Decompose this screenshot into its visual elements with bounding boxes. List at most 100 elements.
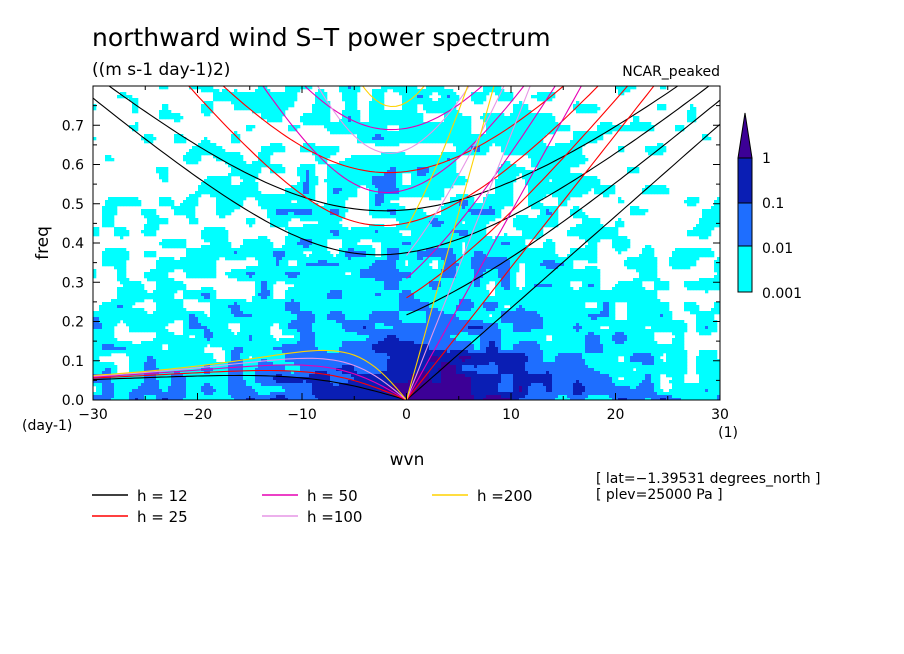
contour-cell bbox=[345, 197, 349, 201]
contour-cell bbox=[528, 170, 532, 174]
contour-cell bbox=[465, 221, 469, 225]
contour-cell bbox=[507, 131, 511, 135]
contour-cell bbox=[627, 86, 631, 90]
contour-cell bbox=[309, 236, 313, 240]
contour-cell bbox=[342, 161, 346, 165]
contour-cell bbox=[162, 110, 166, 114]
contour-cell bbox=[525, 122, 529, 126]
contour-cell bbox=[714, 200, 718, 204]
contour-cell bbox=[342, 128, 346, 132]
contour-cell bbox=[396, 203, 400, 207]
contour-cell bbox=[312, 122, 316, 126]
contour-cell bbox=[594, 182, 598, 186]
contour-cell bbox=[606, 128, 610, 132]
contour-cell bbox=[447, 170, 451, 174]
contour-cell bbox=[474, 218, 478, 222]
contour-cell bbox=[366, 227, 370, 231]
contour-cell bbox=[666, 188, 670, 192]
spectrum-contours bbox=[93, 86, 720, 400]
contour-cell bbox=[399, 137, 403, 141]
contour-cell bbox=[414, 107, 418, 111]
contour-cell bbox=[501, 134, 505, 138]
contour-cell bbox=[483, 95, 487, 99]
contour-cell bbox=[525, 170, 529, 174]
contour-cell bbox=[93, 230, 97, 234]
contour-cell bbox=[306, 188, 310, 192]
contour-cell bbox=[483, 242, 487, 246]
contour-cell bbox=[228, 191, 232, 195]
contour-cell bbox=[552, 188, 556, 192]
contour-cell bbox=[381, 161, 385, 165]
contour-cell bbox=[210, 89, 214, 93]
contour-cell bbox=[165, 104, 169, 108]
contour-cell bbox=[303, 209, 307, 213]
contour-cell bbox=[426, 233, 430, 237]
contour-cell bbox=[159, 170, 163, 174]
contour-cell bbox=[273, 116, 277, 120]
contour-cell bbox=[462, 218, 466, 222]
contour-cell bbox=[186, 197, 190, 201]
contour-cell bbox=[519, 149, 523, 153]
contour-cell bbox=[498, 245, 502, 249]
contour-cell bbox=[627, 245, 631, 249]
contour-cell bbox=[174, 137, 178, 141]
contour-cell bbox=[690, 230, 694, 234]
contour-cell bbox=[408, 131, 412, 135]
contour-cell bbox=[372, 215, 376, 219]
contour-cell bbox=[297, 173, 301, 177]
contour-cell bbox=[132, 104, 136, 108]
contour-cell bbox=[576, 158, 580, 162]
contour-cell bbox=[528, 155, 532, 159]
contour-cell bbox=[639, 209, 643, 213]
contour-cell bbox=[525, 149, 529, 153]
contour-cell bbox=[390, 215, 394, 219]
contour-cell bbox=[537, 218, 541, 222]
contour-cell bbox=[354, 89, 358, 93]
contour-cell bbox=[582, 230, 586, 234]
contour-cell bbox=[663, 86, 667, 90]
contour-cell bbox=[324, 221, 328, 225]
contour-cell bbox=[636, 125, 640, 129]
contour-cell bbox=[366, 131, 370, 135]
contour-cell bbox=[288, 218, 292, 222]
contour-cell bbox=[552, 161, 556, 165]
contour-cell bbox=[276, 212, 280, 216]
contour-cell bbox=[519, 134, 523, 138]
contour-cell bbox=[441, 176, 445, 180]
contour-cell bbox=[417, 227, 421, 231]
contour-cell bbox=[315, 155, 319, 159]
contour-cell bbox=[387, 113, 391, 117]
contour-cell bbox=[570, 227, 574, 231]
contour-cell bbox=[360, 173, 364, 177]
contour-cell bbox=[465, 128, 469, 132]
contour-cell bbox=[459, 125, 463, 129]
contour-cell bbox=[135, 101, 139, 105]
contour-cell bbox=[504, 164, 508, 168]
contour-cell bbox=[441, 167, 445, 171]
contour-cell bbox=[321, 215, 325, 219]
contour-cell bbox=[399, 173, 403, 177]
contour-cell bbox=[432, 176, 436, 180]
contour-cell bbox=[435, 215, 439, 219]
contour-cell bbox=[696, 224, 700, 228]
contour-cell bbox=[360, 155, 364, 159]
contour-cell bbox=[300, 203, 304, 207]
contour-cell bbox=[501, 128, 505, 132]
contour-cell bbox=[522, 149, 526, 153]
contour-cell bbox=[591, 239, 595, 243]
contour-cell bbox=[339, 224, 343, 228]
contour-cell bbox=[579, 110, 583, 114]
contour-cell bbox=[261, 149, 265, 153]
contour-cell bbox=[426, 194, 430, 198]
contour-cell bbox=[399, 227, 403, 231]
contour-cell bbox=[453, 140, 457, 144]
contour-cell bbox=[510, 128, 514, 132]
contour-cell bbox=[426, 122, 430, 126]
contour-cell bbox=[633, 170, 637, 174]
contour-cell bbox=[291, 245, 295, 249]
contour-cell bbox=[582, 137, 586, 141]
contour-cell bbox=[645, 128, 649, 132]
contour-cell bbox=[252, 173, 256, 177]
contour-cell bbox=[144, 227, 148, 231]
contour-cell bbox=[279, 104, 283, 108]
